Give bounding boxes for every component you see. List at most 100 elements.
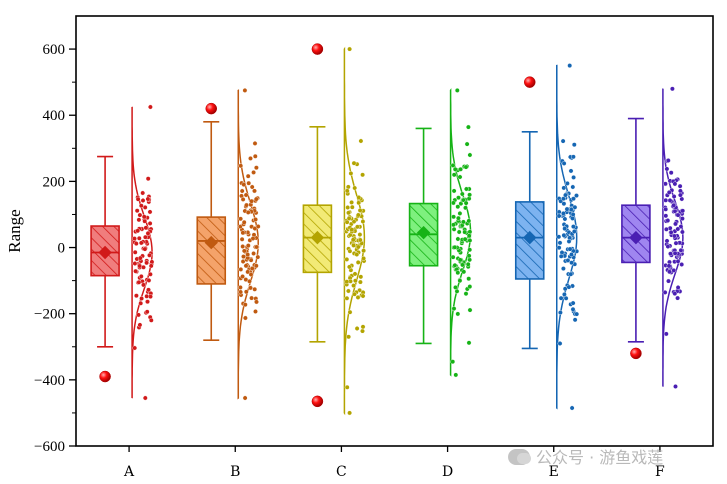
data-point (348, 170, 354, 176)
data-point (467, 152, 473, 158)
data-point (349, 227, 355, 233)
wechat-icon (508, 449, 531, 465)
data-point (355, 259, 361, 265)
data-point (571, 229, 577, 234)
data-point (253, 263, 259, 269)
data-point (566, 238, 572, 244)
y-tick-label: 200 (43, 174, 66, 190)
y-tick-label: 600 (43, 42, 66, 58)
data-point (238, 163, 244, 169)
data-point (138, 300, 144, 306)
data-point (349, 204, 355, 210)
data-point (352, 185, 358, 191)
data-point (467, 247, 473, 253)
data-point (568, 271, 574, 277)
data-point (664, 226, 669, 232)
data-point (252, 188, 257, 194)
data-point (450, 359, 456, 365)
data-point (567, 63, 573, 68)
x-tick-label: F (655, 464, 665, 480)
x-tick-label: B (230, 464, 240, 480)
data-point (568, 207, 574, 212)
data-point (346, 334, 351, 340)
data-point (561, 210, 566, 216)
y-tick-label: 0 (58, 241, 66, 257)
data-point (238, 216, 244, 222)
data-point (132, 236, 137, 242)
watermark-text: 公众号 · 游鱼戏莲 (536, 448, 664, 467)
outlier-point (311, 43, 324, 55)
density-curve (556, 64, 578, 410)
data-point (570, 300, 576, 306)
data-point (351, 219, 357, 225)
data-point (248, 272, 254, 277)
data-point (144, 260, 150, 266)
data-point (561, 196, 566, 202)
data-point (241, 219, 247, 225)
data-point (663, 213, 669, 219)
data-point (239, 236, 245, 242)
data-point (346, 264, 352, 270)
data-point (253, 217, 259, 222)
outlier-point (311, 395, 324, 408)
data-point (563, 295, 569, 301)
data-point (238, 289, 244, 295)
data-point (463, 200, 469, 206)
data-point (144, 309, 150, 315)
data-point (463, 205, 468, 211)
data-point (680, 229, 685, 235)
data-point (571, 154, 576, 160)
data-point (678, 247, 684, 253)
data-point (254, 244, 260, 250)
data-point (140, 190, 146, 196)
mean-marker (629, 230, 643, 245)
data-point (248, 285, 253, 291)
x-tick-label: C (336, 464, 347, 480)
data-point (452, 166, 458, 172)
data-point (249, 295, 255, 301)
data-point (558, 310, 563, 315)
data-point (560, 138, 566, 144)
data-point (347, 46, 352, 52)
data-point (142, 395, 148, 401)
data-point (355, 294, 361, 300)
data-point (451, 226, 457, 232)
data-point (570, 215, 575, 221)
data-point (352, 291, 357, 297)
data-point (452, 262, 458, 268)
data-point (464, 141, 470, 147)
data-point (569, 405, 575, 411)
data-point (673, 384, 678, 389)
data-point (462, 229, 468, 235)
data-point (452, 244, 458, 250)
data-point (567, 246, 573, 252)
data-point (355, 244, 361, 250)
data-point (145, 230, 151, 236)
outlier-point (205, 102, 217, 115)
data-point (245, 252, 251, 258)
y-tick-label: 400 (43, 108, 66, 124)
data-point (147, 220, 153, 226)
data-point (249, 184, 255, 190)
data-point (243, 277, 249, 282)
data-point (556, 234, 562, 240)
data-point (344, 188, 350, 194)
data-point (666, 189, 672, 195)
data-point (358, 274, 364, 280)
data-point (242, 88, 248, 93)
data-point (136, 312, 141, 318)
y-tick-label: −200 (34, 307, 65, 323)
data-point (148, 317, 154, 323)
data-point (667, 197, 673, 203)
mean-marker (416, 225, 431, 240)
data-point (354, 224, 360, 230)
data-point (132, 345, 138, 351)
data-point (671, 194, 677, 199)
data-point (350, 237, 356, 243)
data-point (254, 299, 259, 305)
data-point (455, 215, 461, 221)
data-point (562, 216, 568, 222)
data-point (668, 229, 674, 235)
data-point (240, 244, 246, 249)
data-point (569, 252, 574, 257)
